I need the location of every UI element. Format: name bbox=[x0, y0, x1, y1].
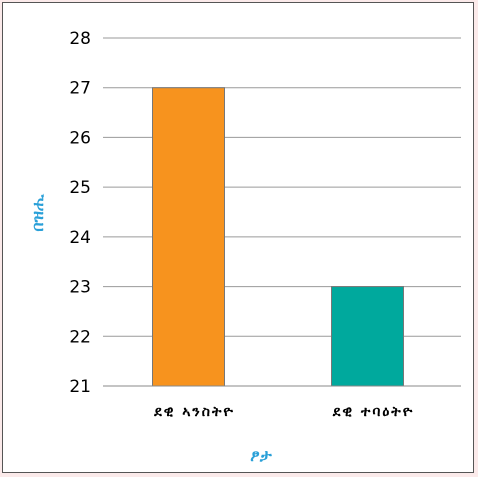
y-axis-title: በዝሒ bbox=[28, 193, 47, 232]
y-tick-label: 21 bbox=[69, 377, 91, 397]
x-category-labels: ደዊ ኣንስትዮ ደዊ ተባዕትዮ bbox=[153, 404, 414, 420]
y-tick-label: 22 bbox=[69, 327, 91, 347]
bar-chart: 21 22 23 24 25 26 27 28 ደዊ ኣንስትዮ ደዊ ተባዕትዮ በዝሒ ፆታ bbox=[28, 29, 461, 465]
y-tick-label: 26 bbox=[69, 128, 91, 148]
x-axis-title: ፆታ bbox=[250, 446, 272, 465]
y-tick-label: 23 bbox=[69, 278, 91, 298]
bar bbox=[152, 87, 225, 387]
y-tick-label: 27 bbox=[69, 79, 91, 99]
x-category-label: ደዊ ኣንስትዮ bbox=[153, 404, 235, 420]
y-tick-labels: 21 22 23 24 25 26 27 28 bbox=[69, 29, 91, 397]
bar bbox=[331, 286, 404, 387]
x-category-label: ደዊ ተባዕትዮ bbox=[332, 404, 414, 420]
chart-frame: 21 22 23 24 25 26 27 28 ደዊ ኣንስትዮ ደዊ ተባዕትዮ በዝሒ ፆታ bbox=[2, 2, 474, 473]
y-tick-label: 28 bbox=[69, 29, 91, 49]
y-tick-label: 25 bbox=[69, 178, 91, 198]
y-tick-label: 24 bbox=[69, 228, 91, 248]
